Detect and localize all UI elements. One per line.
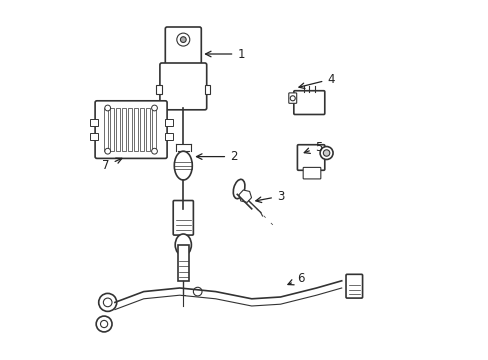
- Ellipse shape: [233, 179, 244, 199]
- FancyBboxPatch shape: [160, 63, 206, 110]
- Circle shape: [104, 148, 110, 154]
- Circle shape: [101, 320, 107, 328]
- Bar: [152, 108, 155, 151]
- Ellipse shape: [174, 151, 192, 180]
- Circle shape: [103, 298, 112, 307]
- FancyBboxPatch shape: [173, 201, 193, 235]
- Circle shape: [177, 33, 189, 46]
- Circle shape: [193, 287, 202, 296]
- FancyBboxPatch shape: [293, 91, 324, 114]
- Text: 3: 3: [255, 190, 284, 203]
- Circle shape: [104, 105, 110, 111]
- Circle shape: [320, 147, 332, 159]
- Circle shape: [99, 293, 117, 311]
- Bar: [156, 85, 162, 94]
- Circle shape: [289, 96, 295, 101]
- FancyBboxPatch shape: [288, 93, 296, 103]
- Bar: [110, 108, 114, 151]
- Bar: [134, 108, 138, 151]
- Bar: [146, 108, 149, 151]
- FancyBboxPatch shape: [95, 101, 167, 158]
- FancyBboxPatch shape: [297, 145, 324, 170]
- Bar: [128, 108, 131, 151]
- Circle shape: [323, 150, 329, 156]
- Bar: [178, 245, 188, 281]
- Text: 2: 2: [196, 150, 237, 163]
- Ellipse shape: [175, 234, 191, 256]
- FancyBboxPatch shape: [346, 274, 362, 298]
- Circle shape: [151, 105, 157, 111]
- Bar: [89, 119, 98, 126]
- Text: 1: 1: [205, 48, 244, 60]
- Bar: [116, 108, 120, 151]
- Circle shape: [180, 37, 186, 42]
- Bar: [164, 133, 172, 140]
- FancyBboxPatch shape: [165, 27, 201, 74]
- Bar: [140, 108, 143, 151]
- Bar: [164, 119, 172, 126]
- Bar: [89, 133, 98, 140]
- Circle shape: [96, 316, 112, 332]
- Text: 4: 4: [298, 73, 334, 89]
- Circle shape: [151, 148, 157, 154]
- Text: 5: 5: [304, 141, 322, 154]
- Bar: [104, 108, 107, 151]
- Text: 7: 7: [102, 158, 122, 172]
- FancyBboxPatch shape: [303, 167, 320, 179]
- Bar: [204, 85, 210, 94]
- Bar: [122, 108, 125, 151]
- Text: 6: 6: [287, 273, 304, 285]
